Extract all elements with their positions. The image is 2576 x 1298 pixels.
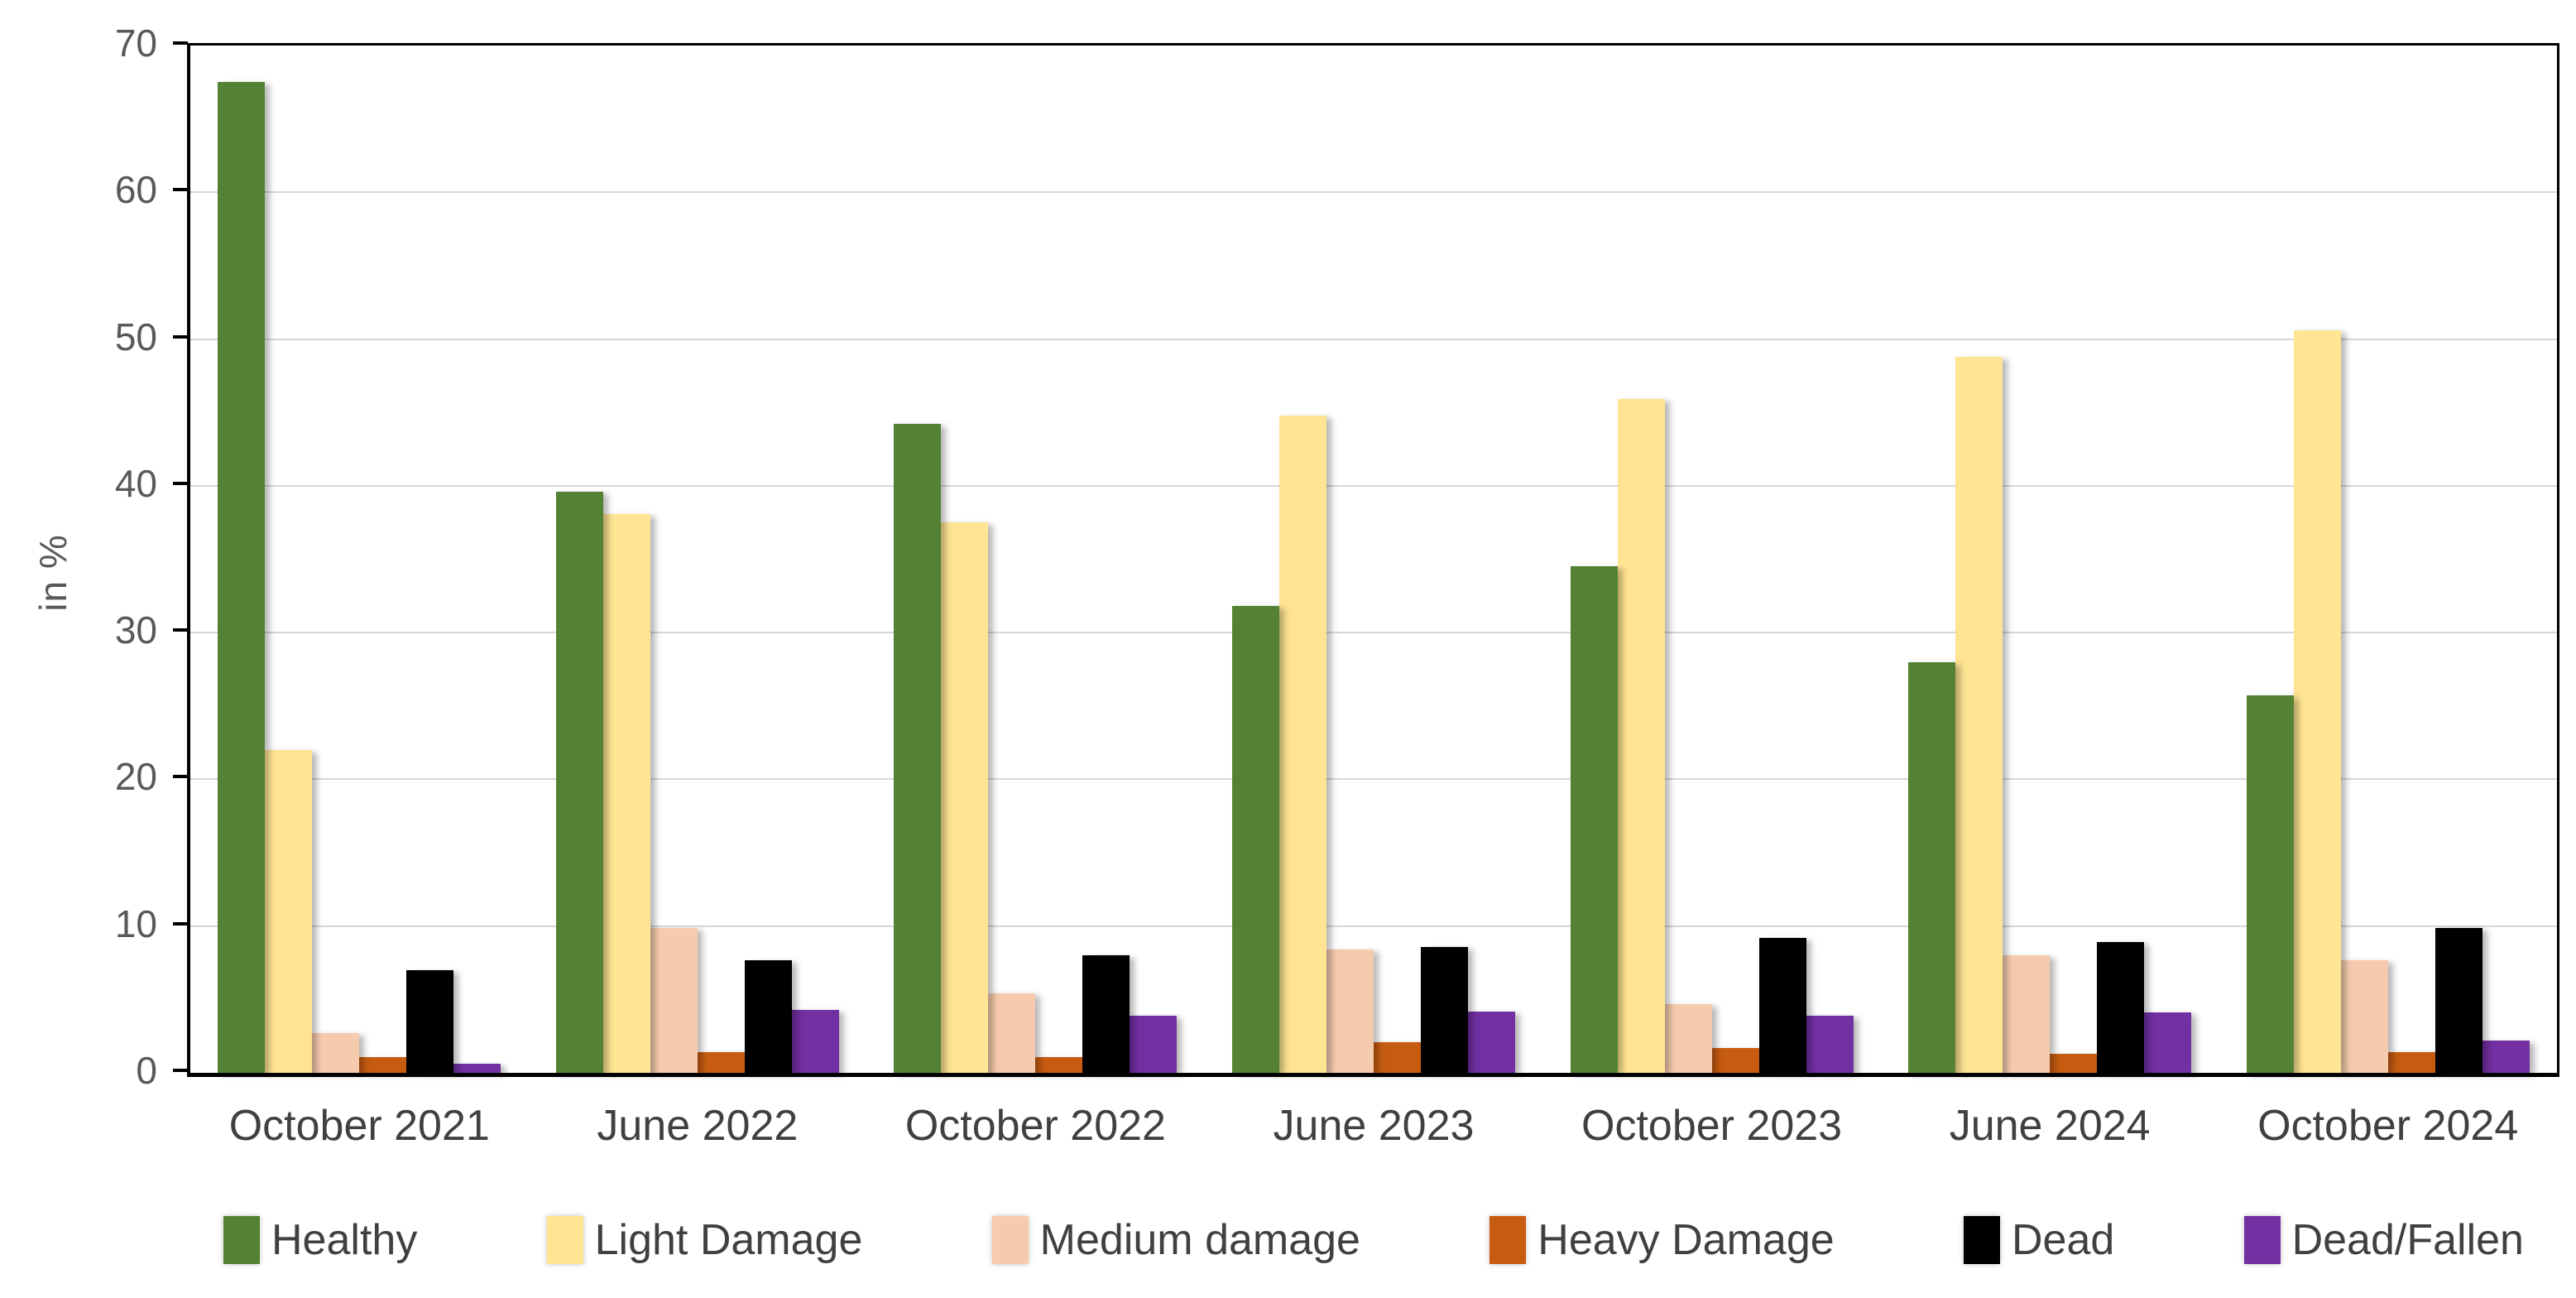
y-tick-label: 40	[114, 461, 157, 505]
x-axis-label: June 2024	[1949, 1102, 2151, 1150]
y-tick-mark	[173, 628, 188, 632]
legend-label: Light Damage	[594, 1216, 863, 1264]
bar	[2482, 1041, 2530, 1073]
bar	[555, 491, 603, 1073]
x-axis-label: October 2024	[2257, 1102, 2519, 1150]
y-tick-mark	[173, 41, 188, 45]
bar	[650, 927, 698, 1073]
x-axis-label: June 2022	[597, 1102, 799, 1150]
y-tick-label: 0	[136, 1049, 157, 1092]
bar	[1326, 949, 1374, 1073]
bar	[453, 1064, 501, 1073]
legend-item: Healthy	[223, 1215, 417, 1265]
x-axis-label: October 2022	[904, 1102, 1166, 1150]
bar	[218, 82, 266, 1073]
legend-swatch	[1963, 1216, 2000, 1264]
y-tick-label: 50	[114, 315, 157, 358]
bar	[2003, 955, 2051, 1073]
y-tick-mark	[173, 481, 188, 485]
bar	[312, 1033, 360, 1073]
legend-item: Light Damage	[546, 1215, 863, 1265]
legend-label: Dead/Fallen	[2291, 1216, 2524, 1264]
y-tick-label: 30	[114, 608, 157, 652]
bar	[2246, 695, 2294, 1073]
grid-line	[190, 632, 2557, 634]
grid-line	[190, 925, 2557, 927]
y-tick-mark	[173, 921, 188, 925]
grid-line	[190, 338, 2557, 340]
legend-swatch	[991, 1216, 1029, 1264]
bar	[359, 1056, 407, 1073]
bar	[1130, 1015, 1178, 1073]
plot-area	[187, 43, 2559, 1077]
legend-item: Heavy Damage	[1489, 1215, 1835, 1265]
bar	[697, 1052, 745, 1073]
y-tick-mark	[173, 1069, 188, 1072]
bar	[744, 959, 792, 1073]
legend: Healthy Light Damage Medium damage Heavy Da…	[223, 1215, 2524, 1265]
legend-label: Medium damage	[1039, 1216, 1360, 1264]
bar	[1711, 1047, 1759, 1073]
legend-item: Dead	[1963, 1215, 2115, 1265]
bar	[1421, 946, 1468, 1073]
x-axis-label: October 2021	[228, 1102, 490, 1150]
x-axis-label: June 2023	[1273, 1102, 1475, 1150]
bar	[1570, 566, 1618, 1073]
bar	[602, 513, 650, 1073]
y-tick-label: 10	[114, 901, 157, 945]
bar	[1279, 415, 1326, 1073]
legend-item: Medium damage	[991, 1215, 1360, 1265]
bar	[2293, 329, 2341, 1073]
bar	[2097, 942, 2145, 1073]
legend-label: Healthy	[271, 1216, 418, 1264]
bar	[1806, 1015, 1854, 1073]
bar	[1758, 937, 1806, 1073]
bar	[2050, 1053, 2098, 1073]
bar	[2144, 1012, 2192, 1073]
y-tick-mark	[173, 188, 188, 192]
bar	[1232, 606, 1279, 1073]
bar	[1955, 356, 2003, 1073]
bar	[988, 993, 1036, 1073]
bar	[894, 424, 942, 1073]
bar	[406, 969, 454, 1073]
grid-line	[190, 778, 2557, 781]
bar	[1035, 1056, 1083, 1073]
legend-label: Heavy Damage	[1537, 1216, 1835, 1264]
bar	[1082, 955, 1130, 1073]
y-tick-label: 20	[114, 755, 157, 799]
bar	[2434, 927, 2482, 1073]
y-tick-mark	[173, 775, 188, 779]
y-tick-mark	[173, 334, 188, 339]
grid-line	[190, 191, 2557, 194]
bar	[265, 749, 313, 1073]
y-tick-label: 60	[114, 168, 157, 212]
legend-swatch	[2243, 1216, 2281, 1264]
bar	[791, 1009, 839, 1073]
x-axis-label: October 2023	[1581, 1102, 1843, 1150]
bar	[1908, 661, 1956, 1073]
legend-item: Dead/Fallen	[2243, 1215, 2524, 1265]
bar	[1664, 1003, 1712, 1073]
grid-line	[190, 484, 2557, 487]
y-tick-label: 70	[114, 22, 157, 65]
bar	[2387, 1052, 2435, 1073]
legend-swatch	[223, 1216, 260, 1264]
bar	[1617, 399, 1665, 1073]
legend-label: Dead	[2011, 1216, 2115, 1264]
bar	[941, 522, 989, 1073]
bar	[2340, 959, 2388, 1073]
bar	[1468, 1011, 1515, 1073]
legend-swatch	[546, 1216, 583, 1264]
legend-swatch	[1489, 1216, 1527, 1264]
bar	[1374, 1041, 1421, 1073]
